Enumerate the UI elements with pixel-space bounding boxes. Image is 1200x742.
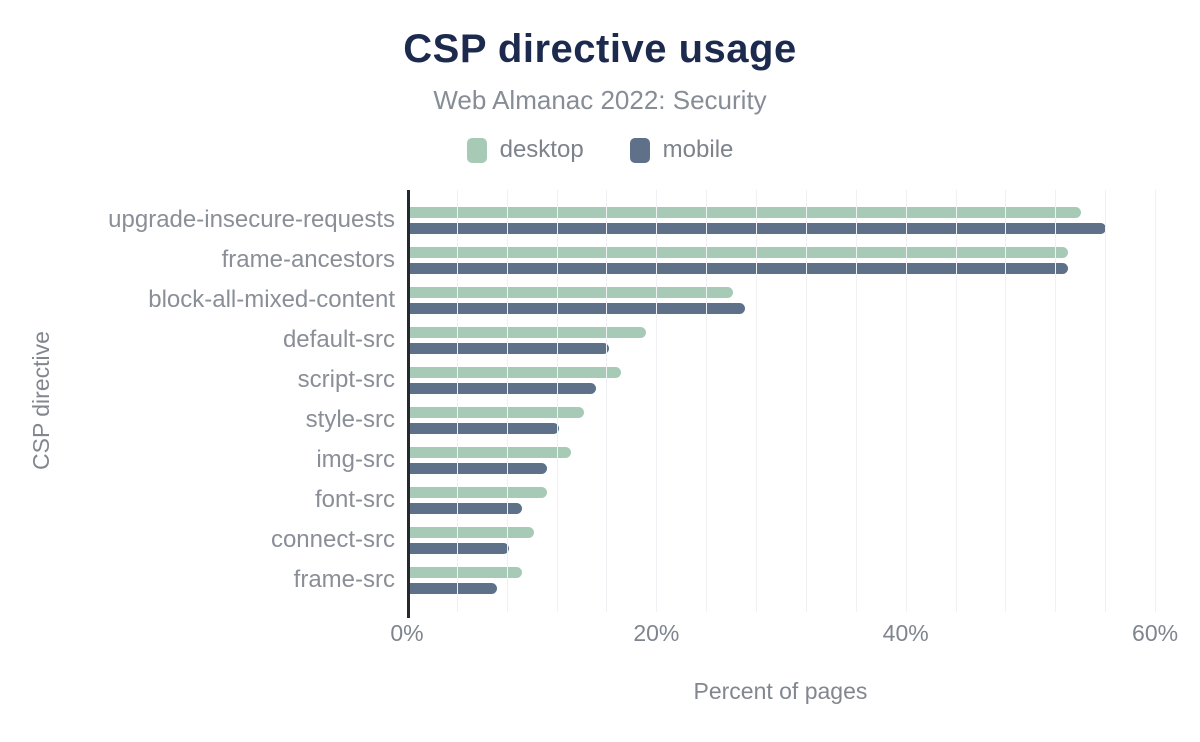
desktop-swatch-icon bbox=[466, 137, 487, 163]
bar-group-frame-src bbox=[407, 560, 1185, 600]
chart-title: CSP directive usage bbox=[403, 27, 797, 71]
bar-mobile-connect-src bbox=[410, 543, 510, 554]
bar-group-upgrade-insecure-requests bbox=[407, 200, 1185, 240]
legend-label: desktop bbox=[499, 136, 584, 163]
bar-group-img-src bbox=[407, 440, 1185, 480]
chart-body: CSP directive upgrade-insecure-requests f… bbox=[0, 190, 1200, 720]
gridline bbox=[1155, 190, 1157, 612]
y-axis-title: CSP directive bbox=[28, 331, 54, 471]
bar-desktop-frame-ancestors bbox=[410, 247, 1069, 258]
x-tick-label: 40% bbox=[882, 620, 929, 646]
gridline bbox=[1005, 190, 1007, 612]
category-label: font-src bbox=[314, 486, 395, 513]
bar-group-connect-src bbox=[407, 520, 1185, 560]
bar-mobile-script-src bbox=[410, 383, 597, 394]
bar-desktop-font-src bbox=[410, 487, 547, 498]
bar-desktop-upgrade-insecure-requests bbox=[410, 207, 1081, 218]
legend-label: mobile bbox=[662, 136, 734, 163]
gridline bbox=[656, 190, 658, 612]
gridline bbox=[1105, 190, 1107, 612]
category-label: script-src bbox=[297, 366, 395, 393]
category-label: style-src bbox=[305, 406, 395, 433]
bar-rows bbox=[407, 200, 1185, 600]
plot: Percent of pages 0% 20% 40% 60% bbox=[390, 190, 1185, 704]
mobile-swatch-icon bbox=[629, 137, 650, 163]
bar-group-block-all-mixed-content bbox=[407, 280, 1185, 320]
chart-subtitle: Web Almanac 2022: Security bbox=[433, 85, 767, 115]
bar-desktop-connect-src bbox=[410, 527, 535, 538]
bar-mobile-img-src bbox=[410, 463, 547, 474]
category-label: frame-ancestors bbox=[221, 246, 395, 273]
gridline bbox=[1055, 190, 1057, 612]
y-axis-line bbox=[407, 190, 410, 618]
x-tick-label: 20% bbox=[633, 620, 680, 646]
bar-group-script-src bbox=[407, 360, 1185, 400]
bar-desktop-style-src bbox=[410, 407, 584, 418]
category-label: upgrade-insecure-requests bbox=[108, 206, 395, 233]
bar-desktop-script-src bbox=[410, 367, 622, 378]
x-tick-label: 60% bbox=[1132, 620, 1179, 646]
legend: desktop mobile bbox=[0, 136, 1200, 164]
bar-mobile-upgrade-insecure-requests bbox=[410, 223, 1106, 234]
bar-mobile-frame-ancestors bbox=[410, 263, 1069, 274]
gridline bbox=[606, 190, 608, 612]
bar-group-frame-ancestors bbox=[407, 240, 1185, 280]
bar-mobile-default-src bbox=[410, 343, 609, 354]
category-label: default-src bbox=[282, 326, 395, 353]
category-label: frame-src bbox=[293, 566, 395, 593]
bar-mobile-style-src bbox=[410, 423, 560, 434]
gridline bbox=[955, 190, 957, 612]
bar-group-default-src bbox=[407, 320, 1185, 360]
gridline bbox=[456, 190, 458, 612]
bar-group-style-src bbox=[407, 400, 1185, 440]
gridline bbox=[706, 190, 708, 612]
x-axis-title: Percent of pages bbox=[693, 678, 868, 704]
x-tick-label: 0% bbox=[390, 620, 424, 646]
legend-item-mobile: mobile bbox=[629, 136, 734, 164]
bar-desktop-frame-src bbox=[410, 567, 522, 578]
bar-mobile-frame-src bbox=[410, 583, 497, 594]
category-label: img-src bbox=[316, 446, 395, 473]
bar-desktop-img-src bbox=[410, 447, 572, 458]
gridline bbox=[506, 190, 508, 612]
bar-mobile-block-all-mixed-content bbox=[410, 303, 746, 314]
gridline bbox=[905, 190, 907, 612]
category-label: connect-src bbox=[270, 526, 395, 553]
bar-desktop-block-all-mixed-content bbox=[410, 287, 733, 298]
gridline bbox=[556, 190, 558, 612]
gridline bbox=[855, 190, 857, 612]
bar-group-font-src bbox=[407, 480, 1185, 520]
bar-desktop-default-src bbox=[410, 327, 646, 338]
bar-mobile-font-src bbox=[410, 503, 522, 514]
category-label: block-all-mixed-content bbox=[148, 286, 395, 313]
legend-item-desktop: desktop bbox=[466, 136, 584, 164]
gridline bbox=[805, 190, 807, 612]
category-labels: upgrade-insecure-requests frame-ancestors… bbox=[0, 190, 407, 720]
gridline bbox=[756, 190, 758, 612]
